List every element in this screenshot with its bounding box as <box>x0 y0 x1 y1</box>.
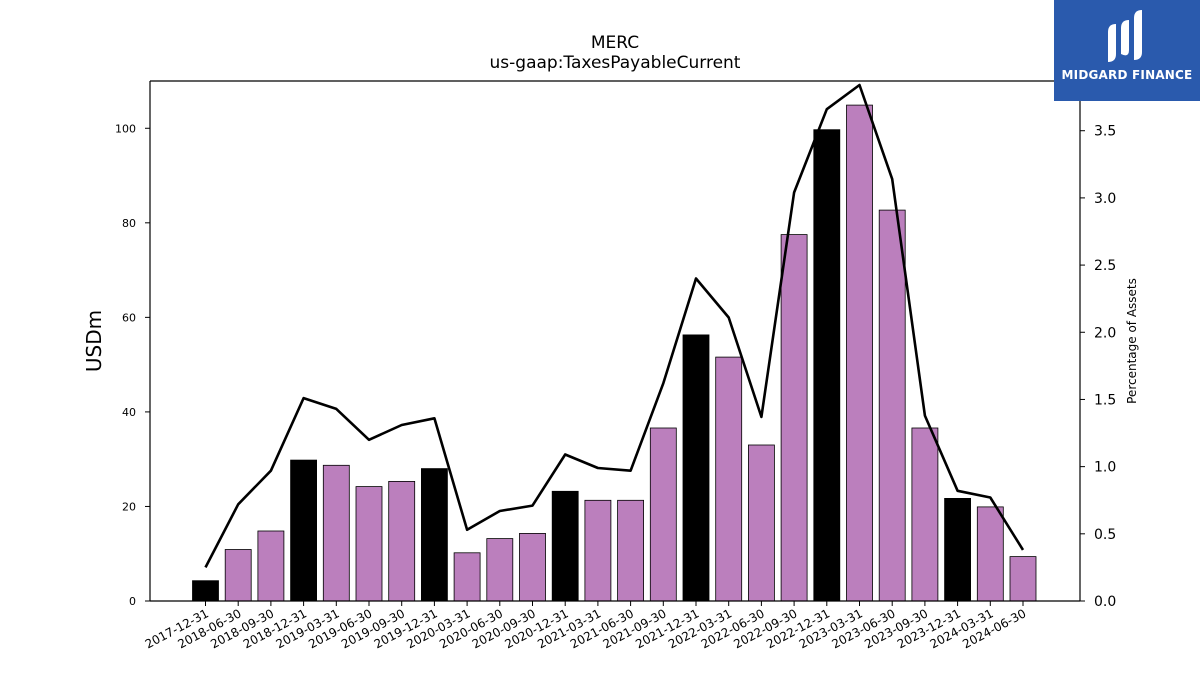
bar-2023-06-30 <box>878 209 906 602</box>
y-tick-label: 80 <box>122 217 136 230</box>
y-tick-label: 0 <box>129 595 136 608</box>
y-tick-label: 60 <box>122 311 136 324</box>
percent-line-series <box>204 83 1025 568</box>
bar-2019-12-31 <box>420 468 448 602</box>
chart-subtitle: us-gaap:TaxesPayableCurrent <box>490 53 741 73</box>
bar-2023-12-31 <box>944 497 971 602</box>
chart-title: MERC <box>591 33 639 53</box>
bar-2018-06-30 <box>224 549 252 602</box>
bar-2020-12-31 <box>551 490 579 602</box>
bar-2022-09-30 <box>780 234 808 602</box>
percent-of-assets-line <box>204 83 1025 568</box>
bar-2018-09-30 <box>257 530 285 602</box>
bar-2019-06-30 <box>355 486 383 602</box>
bar-2020-03-31 <box>453 552 481 602</box>
bar-2019-03-31 <box>322 464 350 602</box>
bar-2023-09-30 <box>911 427 939 602</box>
y2-tick-label: 1.0 <box>1094 460 1116 476</box>
y-axis-label: USDm <box>82 310 106 372</box>
bar-2021-09-30 <box>649 427 677 602</box>
y-tick-label: 40 <box>122 406 136 419</box>
bar-2020-09-30 <box>519 533 546 602</box>
bar-2022-06-30 <box>748 444 775 602</box>
y2-tick-label: 2.0 <box>1094 325 1116 341</box>
bar-2021-03-31 <box>584 499 612 602</box>
y2-tick-label: 3.5 <box>1094 124 1116 140</box>
y2-tick-label: 2.5 <box>1094 258 1116 274</box>
bar-2020-06-30 <box>486 538 514 602</box>
y2-tick-label: 0.5 <box>1094 527 1116 543</box>
y2-tick-label: 3.0 <box>1094 191 1116 207</box>
midgard-logo-icon <box>1108 10 1142 62</box>
midgard-finance-logo: MIDGARD FINANCE <box>1054 0 1200 101</box>
bar-2024-03-31 <box>976 506 1004 602</box>
y-tick-label: 100 <box>115 122 136 135</box>
bar-2022-12-31 <box>813 129 841 602</box>
bar-2023-03-31 <box>846 104 873 602</box>
axes <box>149 80 1081 602</box>
bar-series <box>192 104 1037 602</box>
bar-2024-06-30 <box>1009 556 1037 602</box>
bar-2022-03-31 <box>715 356 743 602</box>
y2-tick-label: 1.5 <box>1094 392 1116 408</box>
y2-axis-label: Percentage of Assets <box>1125 278 1139 404</box>
y-tick-label: 20 <box>122 500 136 513</box>
bar-2021-12-31 <box>682 334 710 602</box>
logo-text: MIDGARD FINANCE <box>1061 68 1193 82</box>
bar-2018-12-31 <box>290 459 318 602</box>
bar-2019-09-30 <box>388 480 416 602</box>
bar-2017-12-31 <box>192 580 219 602</box>
bar-2021-06-30 <box>617 499 644 602</box>
y2-tick-label: 0.0 <box>1094 594 1116 610</box>
